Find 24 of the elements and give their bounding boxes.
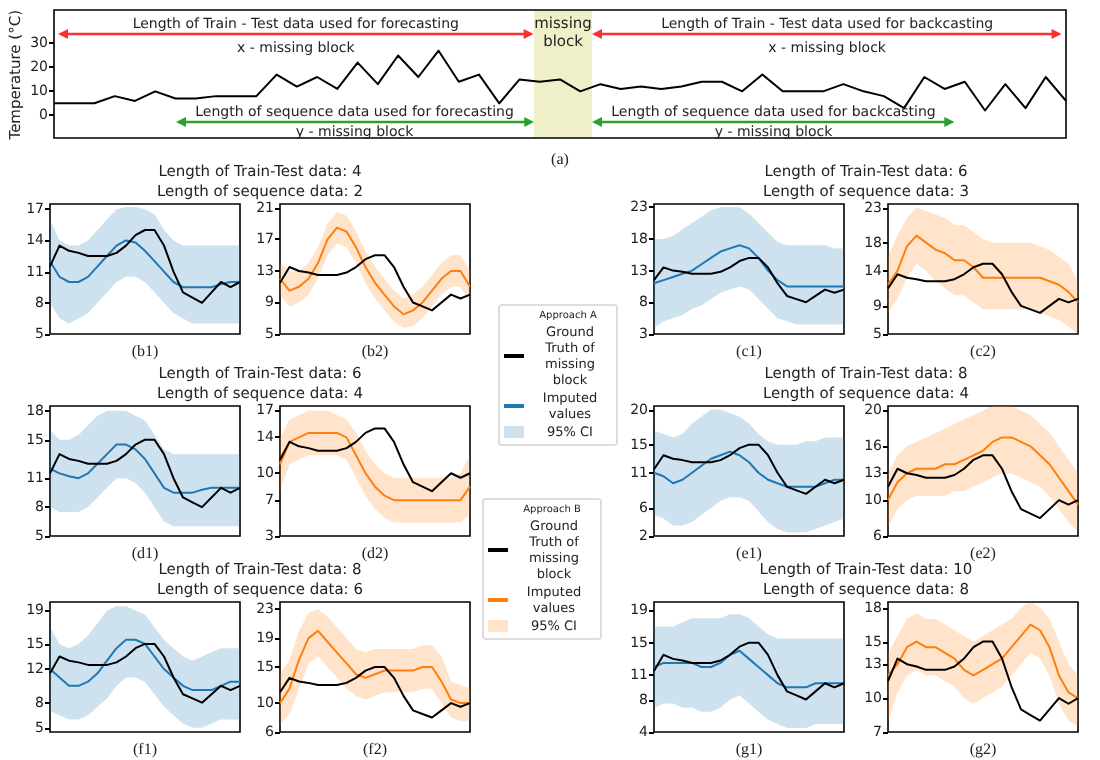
line-series	[49, 638, 241, 692]
text: (b1)	[129, 342, 161, 360]
text: (a)	[551, 150, 569, 168]
line-series	[887, 623, 1079, 700]
text: (b2)	[359, 342, 391, 360]
line-series	[49, 239, 241, 289]
line-series	[279, 629, 471, 705]
text: (d2)	[361, 544, 391, 562]
line-series	[279, 431, 471, 502]
text: (c1)	[734, 342, 764, 360]
line-series	[653, 244, 845, 288]
text: (e2)	[968, 544, 998, 562]
line-series	[653, 649, 845, 689]
text: (d1)	[129, 544, 160, 562]
line-series	[279, 226, 471, 316]
text: (f1)	[131, 740, 159, 758]
text: (f2)	[361, 740, 389, 758]
text: (e1)	[734, 544, 764, 562]
line-series	[887, 436, 1079, 506]
line-series	[887, 234, 1079, 304]
line-series	[49, 443, 241, 494]
text: (c2)	[968, 342, 998, 360]
text: (g1)	[733, 740, 765, 758]
text: (g2)	[967, 740, 999, 758]
